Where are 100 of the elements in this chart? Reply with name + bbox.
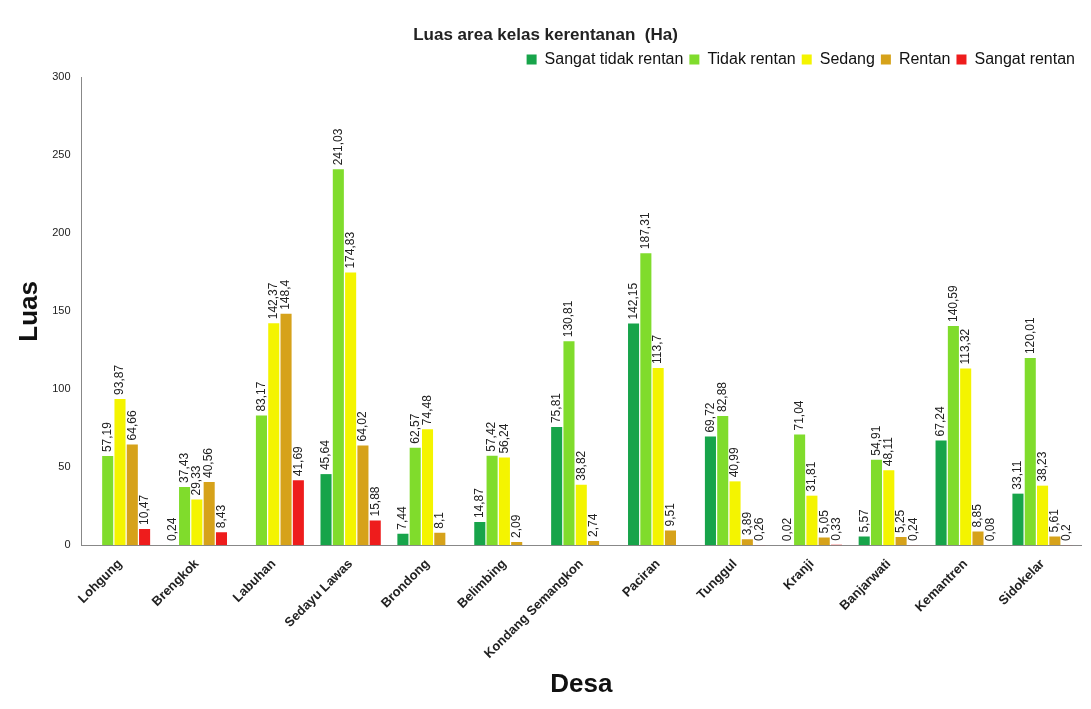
data-label: 40,99 (727, 447, 742, 478)
bar (1037, 485, 1049, 546)
data-label: 0,02 (779, 517, 794, 542)
legend-label: Sangat tidak rentan (544, 49, 684, 67)
bar (895, 537, 907, 546)
bar (1012, 493, 1024, 546)
data-label: 64,66 (124, 410, 139, 441)
bar (114, 398, 126, 546)
bar (704, 436, 716, 546)
bar (858, 536, 870, 546)
data-label: 33,11 (1010, 460, 1025, 490)
bar (215, 532, 228, 546)
data-label: 29,33 (189, 465, 204, 496)
data-label: 174,83 (342, 231, 357, 269)
y-tick-label: 200 (52, 226, 71, 239)
data-label: 74,48 (419, 394, 434, 426)
data-label: 142,15 (625, 282, 640, 320)
data-label: 38,82 (573, 450, 588, 481)
data-label: 10,47 (136, 494, 151, 525)
data-label: 130,81 (561, 300, 576, 338)
data-label: 41,69 (290, 445, 305, 477)
data-label: 0,24 (905, 517, 920, 541)
data-label: 2,09 (509, 514, 524, 539)
data-label: 3,89 (739, 511, 754, 536)
bar (935, 440, 947, 546)
bar (369, 520, 381, 546)
bar (883, 470, 895, 546)
bar (947, 326, 959, 546)
data-label: 57,19 (100, 421, 114, 453)
data-label: 0,26 (751, 517, 766, 541)
bar (870, 459, 883, 546)
data-label: 45,64 (318, 439, 333, 471)
bar (126, 444, 138, 546)
data-label: 83,17 (253, 381, 268, 412)
data-label: 5,61 (1047, 508, 1062, 533)
data-label: 142,37 (266, 282, 281, 320)
data-label: 0,2 (1059, 523, 1074, 541)
data-label: 93,87 (112, 364, 127, 395)
data-label: 140,59 (945, 284, 960, 323)
data-label: 7,44 (395, 506, 410, 530)
bar (640, 253, 652, 546)
bar (741, 539, 753, 546)
legend-label: Sedang (819, 49, 875, 67)
data-label: 113,32 (957, 328, 972, 365)
y-tick-label: 50 (58, 460, 71, 473)
data-label: 54,91 (868, 425, 883, 456)
data-label: 187,31 (638, 212, 653, 250)
legend-label: Sangat rentan (974, 49, 1076, 67)
data-label: 48,11 (881, 436, 896, 467)
bar (652, 367, 664, 546)
data-label: 113,7 (650, 334, 665, 364)
y-tick-label: 0 (64, 538, 71, 551)
bar (628, 323, 640, 546)
data-label: 37,43 (176, 452, 191, 483)
bar (357, 445, 369, 546)
bar (960, 368, 972, 546)
data-label: 0,08 (982, 517, 997, 542)
bar (332, 169, 344, 546)
data-label: 9,51 (662, 502, 677, 527)
bar (1049, 536, 1061, 546)
bar (203, 482, 215, 546)
bar (345, 272, 357, 546)
data-label: 148,4 (278, 279, 293, 310)
data-label: 38,23 (1034, 451, 1049, 482)
bar (409, 447, 421, 546)
data-label: 64,02 (355, 411, 370, 442)
data-label: 69,72 (702, 402, 717, 433)
bar (575, 484, 587, 546)
y-tick-label: 250 (52, 148, 71, 161)
data-label: 31,81 (804, 461, 819, 492)
bar (511, 542, 523, 546)
data-label: 2,74 (585, 513, 600, 538)
bar (434, 532, 446, 546)
bar (1024, 358, 1036, 546)
bar (139, 528, 151, 546)
bar (268, 323, 280, 546)
data-label: 0,24 (164, 517, 179, 541)
data-label: 67,24 (933, 406, 948, 437)
y-tick-label: 300 (52, 70, 71, 83)
data-label: 75,81 (548, 392, 563, 424)
legend-label: Tidak rentan (707, 49, 796, 67)
bar (102, 456, 114, 546)
bar (818, 537, 830, 546)
data-label: 5,25 (893, 509, 908, 534)
data-label: 120,01 (1022, 317, 1037, 355)
bar (474, 522, 486, 546)
chart-title: Luas area kelas kerentanan (Ha) (413, 24, 678, 44)
bar (292, 480, 304, 546)
data-label: 8,1 (432, 511, 447, 529)
data-label: 5,57 (856, 508, 871, 533)
bar (563, 341, 575, 546)
bar (588, 541, 600, 546)
bar (806, 495, 818, 546)
data-label: 15,88 (367, 486, 382, 517)
data-label: 56,24 (496, 423, 511, 454)
data-label: 62,57 (407, 413, 422, 444)
legend-label: Rentan (898, 49, 951, 67)
bar (397, 533, 409, 546)
data-label: 241,03 (330, 128, 345, 166)
data-label: 57,42 (484, 421, 499, 452)
